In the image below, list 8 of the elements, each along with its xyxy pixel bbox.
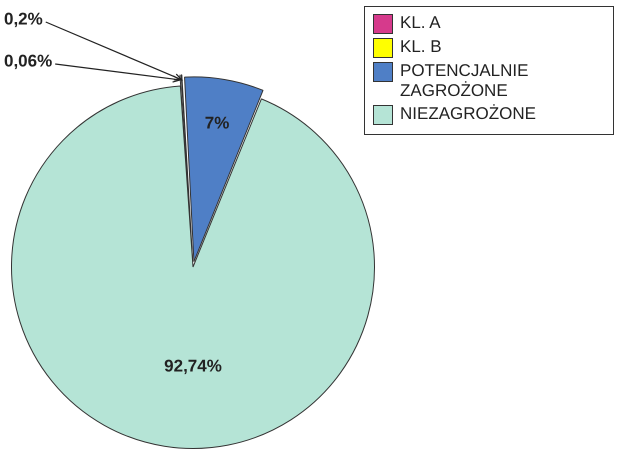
legend-label: POTENCJALNIE ZAGROŻONE xyxy=(400,61,530,101)
data-label: 0,2% xyxy=(4,10,43,29)
data-label: 7% xyxy=(204,113,230,132)
legend-label: KL. A xyxy=(400,13,441,33)
data-label: 92,74% xyxy=(164,356,222,376)
data-label: 0,06% xyxy=(4,52,52,71)
legend-label: NIEZAGROŻONE xyxy=(400,104,536,124)
legend-label: KL. B xyxy=(400,37,442,57)
